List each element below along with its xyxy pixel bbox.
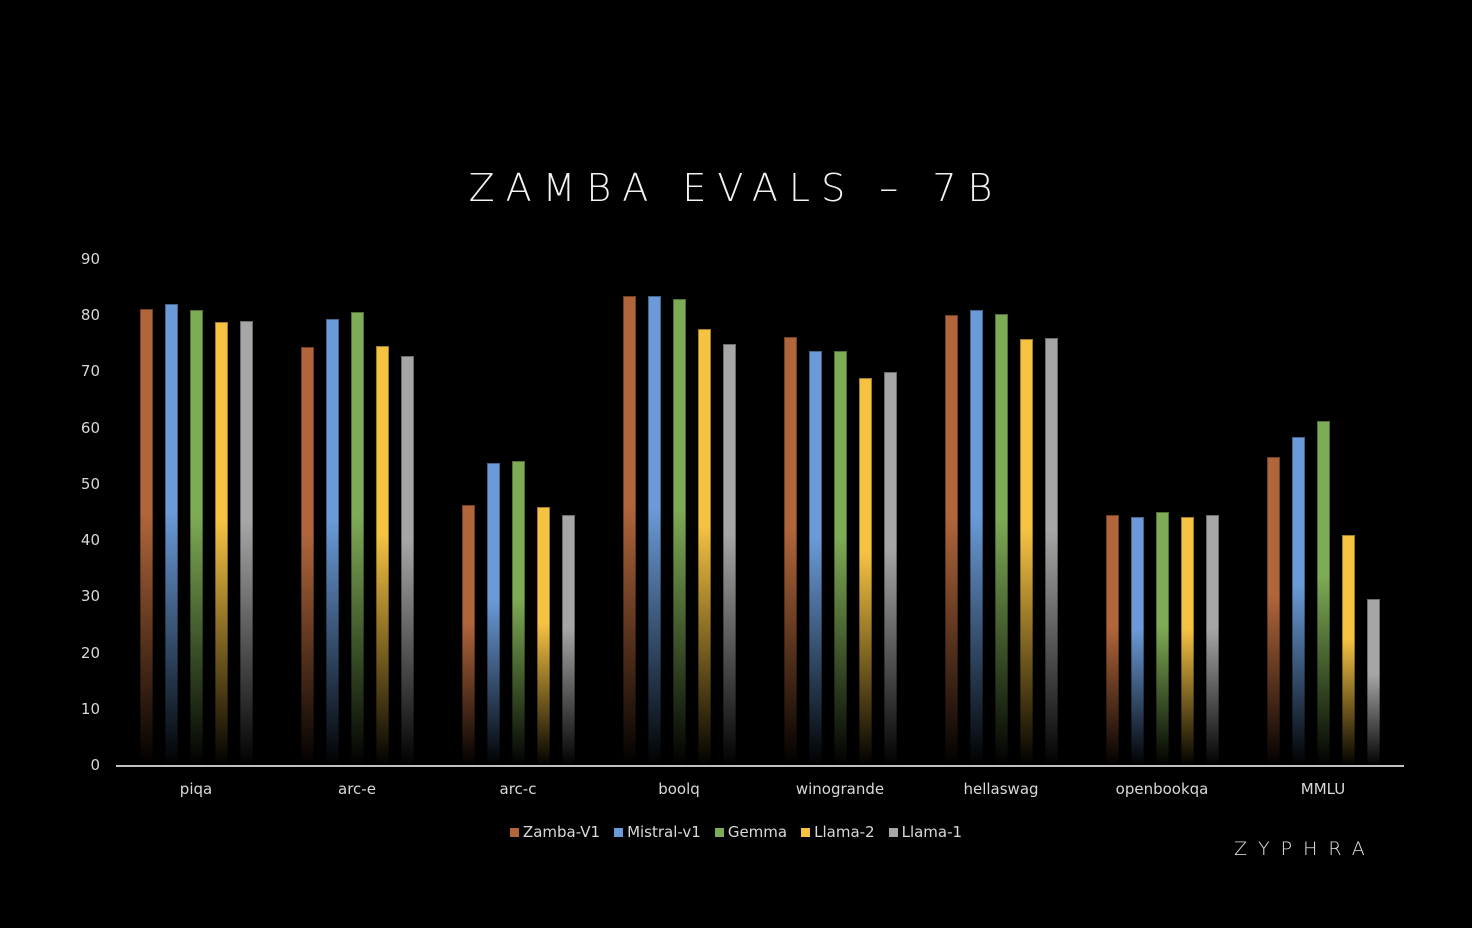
bar-llama-1-arc-e [401,356,414,766]
bar-gemma-openbookqa [1156,512,1169,766]
y-tick-label: 20 [80,643,100,662]
bar-llama-1-arc-c [562,515,575,766]
legend-item: Llama-2 [801,823,875,841]
zyphra-logo: ZYPHRA [1234,838,1376,860]
bar-mistral-v1-piqa [165,303,178,766]
bar-gemma-piqa [190,310,203,766]
y-tick-label: 80 [80,306,100,325]
legend: Zamba-V1 Mistral-v1 Gemma Llama-2 Llama-1 [0,823,1472,841]
x-category-label: hellaswag [963,780,1039,798]
x-category-label: piqa [179,780,213,798]
y-tick-label: 0 [90,756,100,774]
bar-zamba-v1-hellaswag [945,315,958,766]
x-category-label: openbookqa [1115,780,1209,798]
bar-gemma-arc-e [351,311,364,766]
bar-llama-2-boolq [698,329,711,766]
x-axis-line [116,765,1404,767]
bar-zamba-v1-arc-c [462,505,475,766]
y-tick-label: 70 [80,362,100,381]
bar-llama-2-piqa [215,321,228,766]
bar-mistral-v1-winogrande [809,351,822,766]
bar-gemma-mmlu [1317,420,1330,766]
bar-llama-2-mmlu [1342,534,1355,766]
bar-llama-2-arc-e [376,346,389,766]
legend-swatch-icon [801,827,811,837]
bar-zamba-v1-mmlu [1267,456,1280,766]
bar-gemma-arc-c [512,460,525,766]
bar-llama-1-boolq [723,343,736,766]
bar-zamba-v1-piqa [140,308,153,766]
bar-llama-1-mmlu [1367,599,1380,766]
y-tick-label: 30 [80,587,100,606]
bar-gemma-hellaswag [995,313,1008,766]
bar-llama-2-hellaswag [1020,338,1033,766]
x-category-label: winogrande [795,780,885,798]
bar-mistral-v1-openbookqa [1131,517,1144,766]
legend-item: Mistral-v1 [614,823,701,841]
bar-llama-2-openbookqa [1181,517,1194,766]
legend-item: Gemma [714,823,788,841]
y-tick-label: 50 [80,474,100,493]
legend-item: Llama-1 [888,823,963,841]
bar-zamba-v1-openbookqa [1106,515,1119,766]
bar-llama-2-arc-c [537,506,550,766]
bar-zamba-v1-boolq [623,295,636,766]
x-category-label: arc-e [338,780,376,798]
y-tick-label: 40 [80,531,100,550]
legend-swatch-icon [509,827,519,837]
y-tick-label: 10 [80,699,100,718]
legend-swatch-icon [614,827,624,837]
bar-zamba-v1-arc-e [301,347,314,766]
bar-mistral-v1-arc-e [326,319,339,766]
bar-llama-2-winogrande [859,378,872,766]
x-category-label: arc-c [499,780,537,798]
bar-mistral-v1-arc-c [487,462,500,766]
bar-mistral-v1-boolq [648,295,661,766]
x-category-label: boolq [658,780,700,798]
bar-gemma-winogrande [834,351,847,766]
bar-llama-1-piqa [240,321,253,766]
bar-llama-1-hellaswag [1045,338,1058,766]
bar-mistral-v1-mmlu [1292,437,1305,766]
legend-label: Gemma [727,823,788,841]
bar-gemma-boolq [673,298,686,766]
legend-label: Zamba-V1 [522,823,601,841]
legend-swatch-icon [888,827,898,837]
legend-item: Zamba-V1 [509,823,601,841]
y-tick-label: 90 [80,250,100,268]
legend-swatch-icon [714,827,724,837]
legend-label: Mistral-v1 [627,823,701,841]
legend-label: Llama-1 [901,823,963,841]
bar-llama-1-winogrande [884,371,897,766]
bar-mistral-v1-hellaswag [970,310,983,766]
legend-label: Llama-2 [814,823,875,841]
y-tick-label: 60 [80,418,100,437]
bar-llama-1-openbookqa [1206,515,1219,766]
x-category-label: MMLU [1300,780,1346,798]
bar-zamba-v1-winogrande [784,337,797,766]
chart-title: ZAMBA EVALS – 7B [468,166,1004,210]
